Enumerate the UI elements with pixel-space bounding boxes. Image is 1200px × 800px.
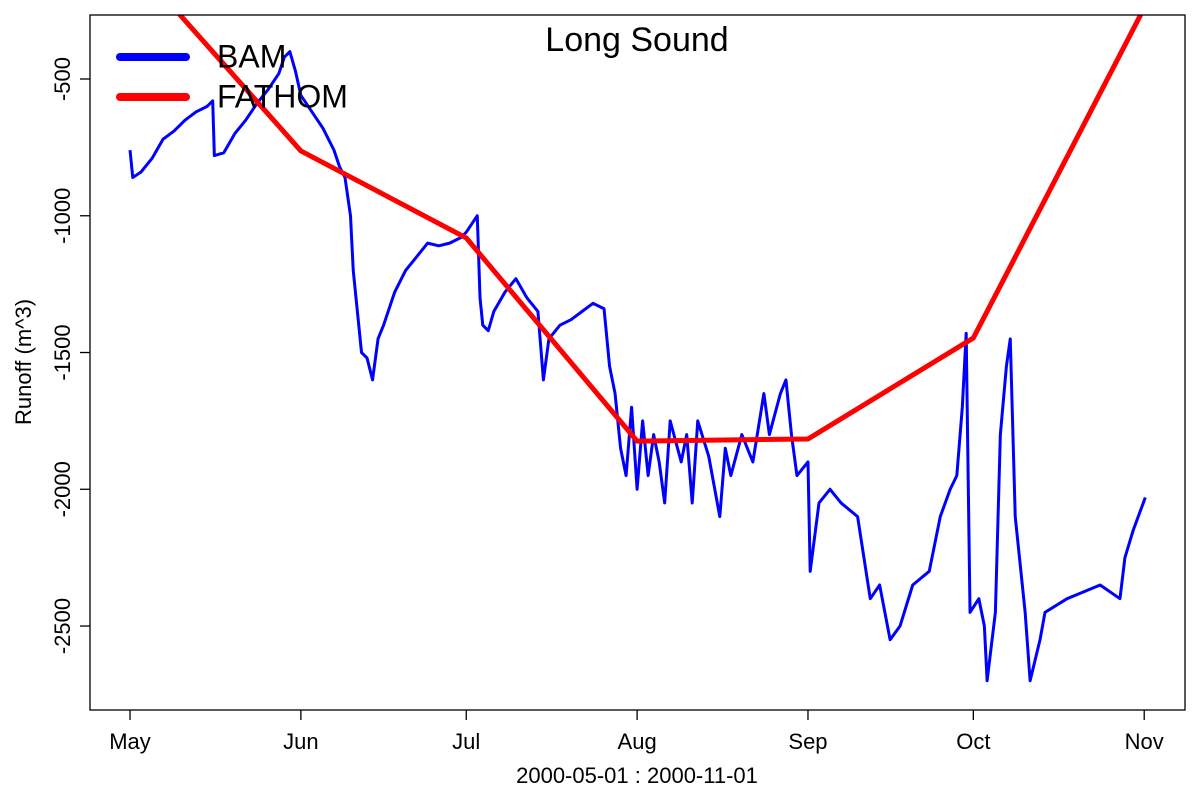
series-line xyxy=(176,15,1144,444)
y-tick-label: -2000 xyxy=(50,461,75,517)
x-tick-label: Nov xyxy=(1125,729,1164,754)
y-tick-label: -1000 xyxy=(50,188,75,244)
plot-frame xyxy=(89,14,1186,711)
y-tick-label: -2500 xyxy=(50,598,75,654)
x-tick-label: Sep xyxy=(788,729,827,754)
y-axis-label: Runoff (m^3) xyxy=(11,299,36,425)
x-tick-label: Aug xyxy=(618,729,657,754)
plot-area xyxy=(128,15,1147,683)
x-axis-label: 2000-05-01 : 2000-11-01 xyxy=(516,763,758,788)
y-tick-label: -500 xyxy=(50,57,75,101)
x-tick-label: Oct xyxy=(956,729,990,754)
legend-label: FATHOM xyxy=(217,78,348,114)
series-line xyxy=(128,50,1147,683)
legend-label: BAM xyxy=(217,38,286,74)
x-tick-label: May xyxy=(109,729,151,754)
x-tick-label: Jul xyxy=(452,729,480,754)
x-tick-label: Jun xyxy=(283,729,318,754)
chart-title: Long Sound xyxy=(545,21,728,59)
y-tick-label: -1500 xyxy=(50,324,75,380)
